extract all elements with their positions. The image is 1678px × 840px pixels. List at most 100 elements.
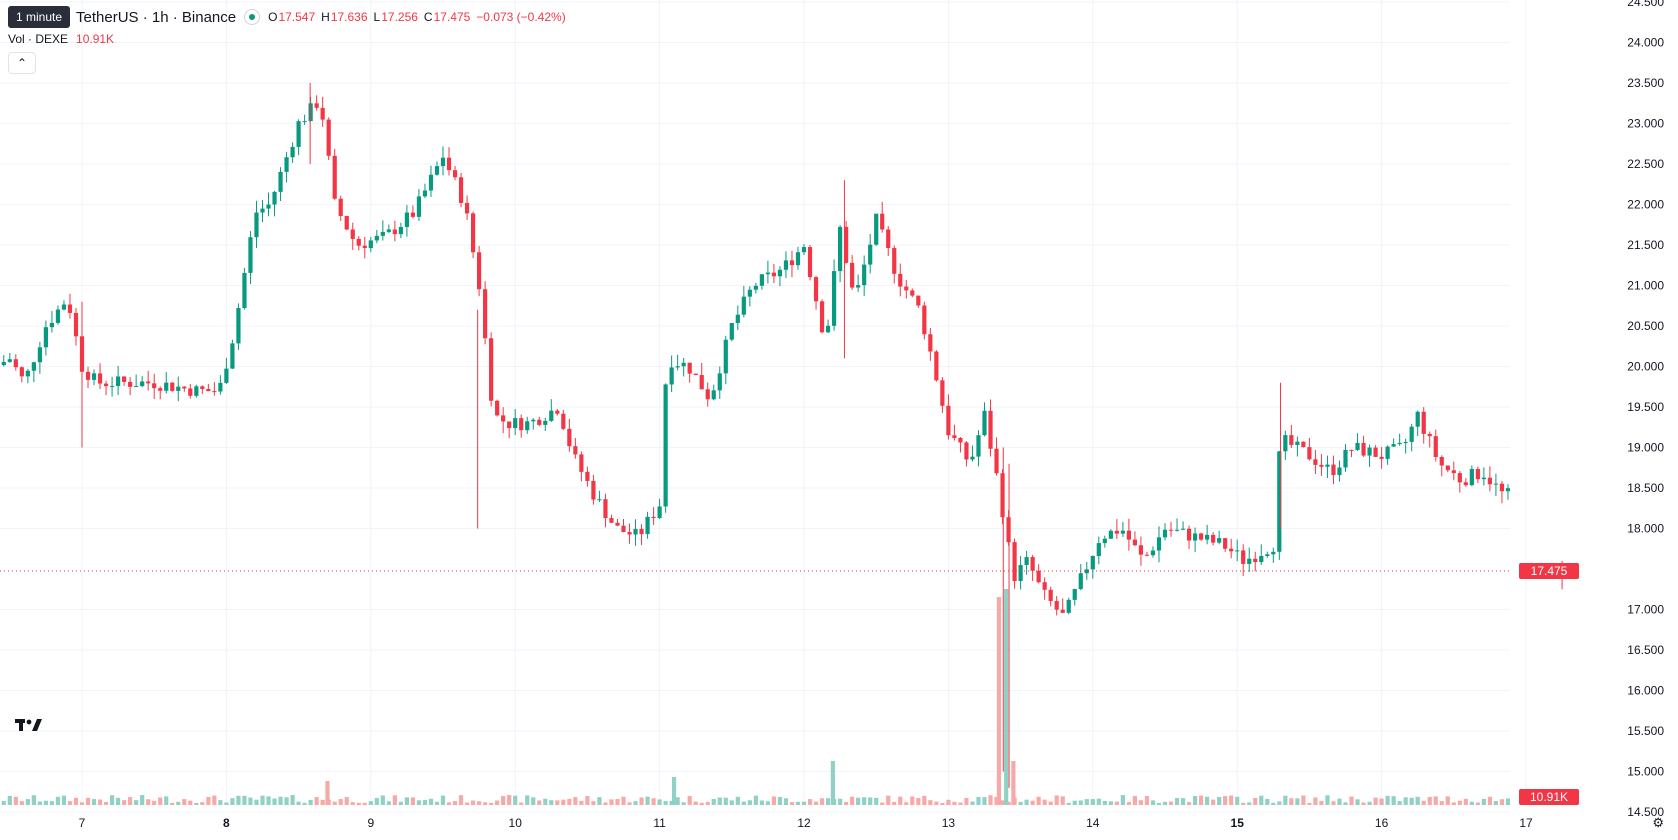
candle-body <box>808 247 812 277</box>
volume-bar <box>910 796 914 805</box>
candle-body <box>862 265 866 285</box>
volume-bar <box>345 797 349 805</box>
volume-bar <box>146 799 150 805</box>
volume-bar <box>645 797 649 805</box>
volume-bar <box>218 800 222 805</box>
volume-bar <box>1422 801 1426 805</box>
volume-bar <box>1103 801 1107 805</box>
volume-bar <box>284 797 288 805</box>
volume-bar <box>206 797 210 805</box>
candle-body <box>387 229 391 231</box>
candle-body <box>1025 557 1029 565</box>
candle-body <box>922 306 926 335</box>
candle-body <box>1037 571 1041 582</box>
candle-body <box>676 366 680 367</box>
candle-body <box>790 260 794 265</box>
volume-bar <box>2 801 6 805</box>
candle-body <box>724 340 728 374</box>
candle-body <box>778 270 782 277</box>
candle-body <box>375 236 379 241</box>
tradingview-logo-icon[interactable] <box>14 712 44 738</box>
candle-body <box>399 227 403 234</box>
volume-bar <box>429 799 433 805</box>
volume-bar <box>1097 799 1101 805</box>
volume-bar <box>1115 802 1119 805</box>
candle-body <box>441 158 445 166</box>
volume-bar <box>748 800 752 805</box>
collapse-legend-button[interactable]: ⌃ <box>8 52 36 74</box>
volume-bar <box>1181 798 1185 805</box>
candle-body <box>477 252 481 289</box>
candle-body <box>1187 529 1191 541</box>
volume-bar <box>1319 801 1323 805</box>
volume-bar <box>1253 798 1257 805</box>
volume-bar <box>152 801 156 805</box>
volume-bar <box>898 797 902 805</box>
volume-bar <box>1151 800 1155 805</box>
candle-body <box>92 373 96 379</box>
volume-bar <box>1133 796 1137 805</box>
volume-bar <box>1031 801 1035 805</box>
volume-bar <box>122 800 126 805</box>
candle-body <box>98 373 102 383</box>
candle-body <box>1253 559 1257 562</box>
change-value: −0.073 (−0.42%) <box>476 10 565 24</box>
candle-body <box>1133 540 1137 546</box>
price-axis-label: 22.500 <box>1627 157 1664 171</box>
volume-bar <box>820 798 824 805</box>
symbol-title[interactable]: TetherUS · 1h · Binance <box>76 9 236 26</box>
candle-body <box>26 371 30 377</box>
chevron-up-icon: ⌃ <box>17 56 27 70</box>
volume-bar <box>1434 796 1438 805</box>
candle-body <box>976 435 980 456</box>
candle-body <box>706 389 710 399</box>
candle-body <box>1055 601 1059 610</box>
candle-body <box>405 213 409 227</box>
candle-body <box>700 375 704 389</box>
candle-body <box>1470 469 1474 485</box>
volume-bar <box>922 796 926 805</box>
volume-bar <box>92 799 96 805</box>
volume-bar <box>1025 800 1029 805</box>
candle-body <box>874 214 878 245</box>
volume-spike-bar <box>672 777 676 805</box>
candle-body <box>429 175 433 191</box>
volume-bar <box>982 797 986 805</box>
market-status-icon[interactable] <box>244 9 260 25</box>
candle-body <box>381 232 385 236</box>
volume-bar <box>1410 798 1414 805</box>
gear-icon[interactable]: ⚙ <box>1652 815 1664 831</box>
candle-body <box>224 369 228 383</box>
candle-body <box>369 240 373 248</box>
candle-body <box>1410 427 1414 442</box>
volume-bar <box>543 799 547 805</box>
candle-body <box>38 347 42 362</box>
candle-body <box>934 352 938 381</box>
volume-bar <box>110 795 114 805</box>
candle-body <box>796 252 800 265</box>
volume-bar <box>1061 796 1065 805</box>
volume-bar <box>904 802 908 805</box>
candle-body <box>603 499 607 518</box>
volume-bar <box>453 801 457 805</box>
volume-bar <box>1331 801 1335 805</box>
volume-bar <box>1037 797 1041 805</box>
candle-body <box>1361 443 1365 456</box>
time-axis-label: 14 <box>1086 816 1100 830</box>
volume-bar <box>447 802 451 805</box>
candle-body <box>1331 465 1335 475</box>
volume-bar <box>20 801 24 805</box>
volume-bar <box>688 796 692 805</box>
candle-body <box>363 246 367 248</box>
candle-body <box>278 172 282 192</box>
volume-bar <box>1277 801 1281 805</box>
candle-body <box>182 387 186 389</box>
volume-bar <box>700 803 704 805</box>
volume-bar <box>988 795 992 805</box>
volume-bar <box>1392 796 1396 805</box>
volume-bar <box>309 800 313 805</box>
candle-body <box>188 388 192 395</box>
candle-body <box>561 414 565 429</box>
